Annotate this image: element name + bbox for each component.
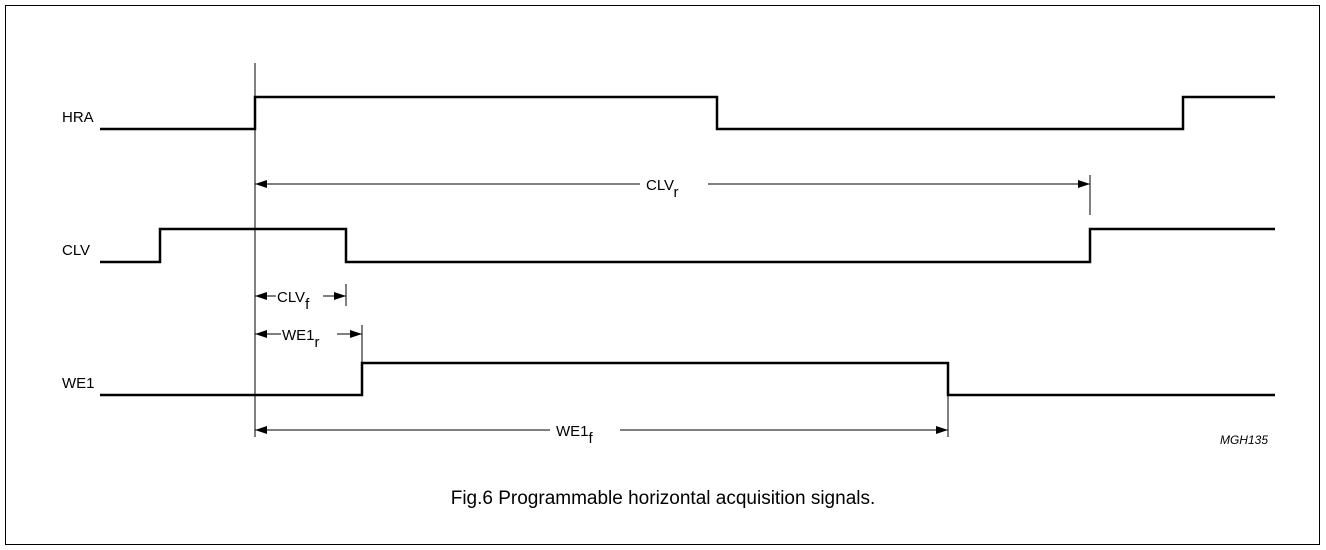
signal-label: WE1 (62, 375, 95, 392)
figure-code: MGH135 (1220, 433, 1268, 447)
dimension-label: WE1f (556, 423, 594, 447)
we1-waveform (100, 361, 1275, 397)
clv-waveform (100, 227, 1275, 264)
dimension-label: CLVf (277, 289, 310, 313)
caption: Fig.6 Programmable horizontal acquisitio… (451, 488, 876, 509)
dimension-label: CLVr (646, 177, 679, 201)
signal-label: HRA (62, 109, 94, 126)
frame (5, 5, 1320, 545)
signal-label: CLV (62, 242, 90, 259)
dimension-label: WE1r (282, 327, 320, 351)
hra-waveform (100, 95, 1275, 131)
